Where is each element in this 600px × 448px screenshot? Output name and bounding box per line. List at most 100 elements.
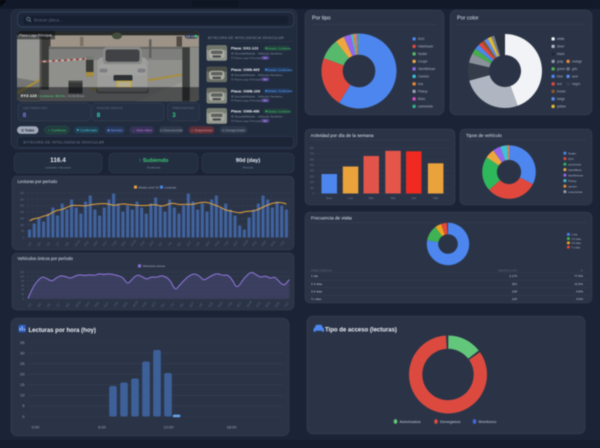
svg-text:1/25: 1/25 xyxy=(141,301,148,308)
svg-text:silver: silver xyxy=(557,45,565,49)
svg-text:3-6 días: 3-6 días xyxy=(311,289,323,293)
svg-text:⚙ Scootia/Módulo · Vehículo Ge: ⚙ Scootia/Módulo · Vehículo Genérico xyxy=(231,52,283,56)
svg-text:1/25: 1/25 xyxy=(139,240,146,247)
svg-text:Placa: GW8-486: Placa: GW8-486 xyxy=(231,110,260,114)
svg-text:Dom: Dom xyxy=(326,196,333,200)
svg-text:Tipos de vehículo: Tipos de vehículo xyxy=(466,133,502,138)
svg-text:322: 322 xyxy=(512,282,517,286)
svg-text:Lun: Lun xyxy=(348,196,353,200)
svg-text:Placa: DX2-123: Placa: DX2-123 xyxy=(231,47,258,51)
svg-text:EN VIVO: EN VIVO xyxy=(186,34,197,38)
svg-text:Por tipo: Por tipo xyxy=(312,16,331,22)
svg-text:3: 3 xyxy=(172,112,176,119)
svg-text:Vehículos únicos por período: Vehículos únicos por período xyxy=(18,256,74,261)
svg-text:6:00: 6:00 xyxy=(98,425,107,430)
svg-text:Lecturas / día prom: Lecturas / día prom xyxy=(45,165,71,169)
svg-text:⊙ Desconocido: ⊙ Desconocido xyxy=(160,128,183,132)
svg-text:Estado: Confirmado: Estado: Confirmado xyxy=(268,68,293,72)
svg-text:2-3 días: 2-3 días xyxy=(572,237,582,241)
svg-text:98h: 98h xyxy=(263,119,268,123)
svg-text:11/23: 11/23 xyxy=(131,300,139,308)
svg-text:7/15: 7/15 xyxy=(226,301,233,308)
svg-text:8: 8 xyxy=(23,112,27,119)
svg-text:300: 300 xyxy=(310,175,315,178)
svg-text:5/1: 5/1 xyxy=(158,241,164,247)
svg-text:Hatchback: Hatchback xyxy=(418,45,433,49)
svg-text:⚲ Plaza Lago Principal: ⚲ Plaza Lago Principal xyxy=(231,77,262,81)
svg-text:500: 500 xyxy=(310,164,315,167)
svg-text:7/3: 7/3 xyxy=(169,302,175,308)
svg-text:⚲ Plaza Lago Principal: ⚲ Plaza Lago Principal xyxy=(231,99,262,103)
svg-text:Estado: Confianza: Estado: Confianza xyxy=(268,47,291,51)
svg-text:orange: orange xyxy=(572,60,582,64)
svg-text:0:00: 0:00 xyxy=(32,425,41,430)
svg-text:20: 20 xyxy=(20,372,25,377)
svg-text:3/3: 3/3 xyxy=(36,302,42,308)
svg-text:HatchBack: HatchBack xyxy=(568,168,582,172)
svg-text:11/23: 11/23 xyxy=(130,239,138,247)
svg-text:4.5%: 4.5% xyxy=(576,297,583,301)
svg-text:Tendencia: Tendencia xyxy=(147,165,161,169)
svg-text:Autorizados: Autorizados xyxy=(400,419,421,424)
svg-text:5/13: 5/13 xyxy=(214,240,221,247)
svg-text:1/21: 1/21 xyxy=(255,301,262,308)
svg-text:Sáb: Sáb xyxy=(433,196,439,200)
svg-text:1 día: 1 día xyxy=(311,274,318,278)
svg-text:3/11: 3/11 xyxy=(207,301,214,308)
svg-text:7+ días: 7+ días xyxy=(311,297,322,301)
svg-text:9/9: 9/9 xyxy=(65,302,71,308)
svg-text:VEHÍCULOS: VEHÍCULOS xyxy=(498,269,517,273)
svg-text:35: 35 xyxy=(20,340,25,345)
svg-text:30: 30 xyxy=(20,350,25,355)
svg-text:⊙ Todas: ⊙ Todas xyxy=(21,128,34,132)
svg-text:Sedán: Sedán xyxy=(418,52,427,56)
svg-text:⚙ Scootia/Módulo · Vehículo Ge: ⚙ Scootia/Módulo · Vehículo Genérico xyxy=(231,73,283,77)
svg-text:— 14:32:08 pm: — 14:32:08 pm xyxy=(64,94,85,98)
svg-text:XYZ-123: XYZ-123 xyxy=(21,93,38,98)
svg-text:5: 5 xyxy=(22,403,25,408)
svg-text:400: 400 xyxy=(310,170,315,173)
svg-text:3/27: 3/27 xyxy=(150,301,157,308)
svg-text:98h: 98h xyxy=(263,99,268,103)
svg-text:Estado: Confianza: Estado: Confianza xyxy=(268,110,291,114)
svg-text:Sedán: Sedán xyxy=(568,151,577,155)
svg-text:90d (day): 90d (day) xyxy=(236,158,261,164)
svg-text:Van/Minivan: Van/Minivan xyxy=(418,67,436,71)
svg-text:7/19: 7/19 xyxy=(112,301,119,308)
svg-text:1/9: 1/9 xyxy=(195,241,201,247)
svg-text:250: 250 xyxy=(20,205,25,208)
svg-text:116.4: 116.4 xyxy=(50,157,66,164)
svg-text:Media móvil 7d: Media móvil 7d xyxy=(139,185,160,189)
svg-text:7/15: 7/15 xyxy=(223,240,230,247)
svg-text:0: 0 xyxy=(313,193,315,196)
svg-text:⚲ Plaza Lago Principal: ⚲ Plaza Lago Principal xyxy=(231,56,262,60)
svg-text:PLACAS ÚNICAS: PLACAS ÚNICAS xyxy=(97,106,123,110)
svg-text:Camión: Camión xyxy=(418,75,429,79)
svg-text:4.8%: 4.8% xyxy=(576,289,583,293)
svg-text:Frecuencia de visita: Frecuencia de visita xyxy=(311,216,352,221)
svg-text:camioneta: camioneta xyxy=(418,105,433,109)
svg-text:1/9: 1/9 xyxy=(198,302,204,308)
svg-text:40: 40 xyxy=(21,289,24,292)
svg-text:Denegados: Denegados xyxy=(440,419,460,424)
svg-text:11/7: 11/7 xyxy=(188,301,195,308)
svg-text:Período: Período xyxy=(243,165,254,169)
svg-text:gray: gray xyxy=(557,60,564,64)
svg-text:5/1: 5/1 xyxy=(160,302,166,308)
svg-text:10: 10 xyxy=(20,393,25,398)
svg-text:300: 300 xyxy=(20,198,25,201)
svg-text:60: 60 xyxy=(21,284,24,287)
svg-text:9/5: 9/5 xyxy=(179,302,185,308)
svg-text:FRECUENTES: FRECUENTES xyxy=(173,106,195,110)
svg-text:3/15: 3/15 xyxy=(92,240,99,247)
svg-text:4-6 días: 4-6 días xyxy=(572,241,582,245)
svg-text:⊙ Desaprobado: ⊙ Desaprobado xyxy=(222,128,246,132)
svg-text:camión: camión xyxy=(568,184,577,188)
svg-text:9/21: 9/21 xyxy=(122,301,129,308)
svg-text:5/25: 5/25 xyxy=(274,301,281,308)
svg-text:80: 80 xyxy=(21,280,24,283)
svg-text:1/13: 1/13 xyxy=(84,301,91,308)
svg-text:2-3 días: 2-3 días xyxy=(311,282,323,286)
svg-text:150: 150 xyxy=(20,217,25,220)
svg-text:7/3: 7/3 xyxy=(167,241,173,247)
